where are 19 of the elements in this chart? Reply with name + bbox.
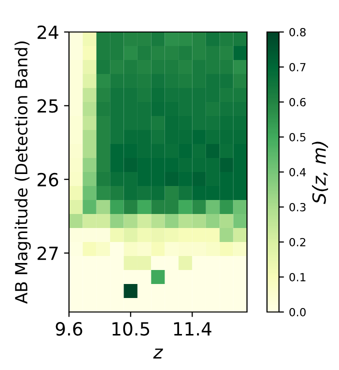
color-bar-title: S(z, m) — [312, 142, 328, 204]
color-bar-label: 0.5 — [289, 132, 306, 142]
color-bar-label: 0.2 — [289, 238, 306, 246]
color-bar-label: 0.3 — [289, 202, 306, 212]
x-tick-label: 9.6 — [56, 322, 82, 336]
color-bar-label: 0.1 — [289, 272, 306, 282]
color-bar-label: 0.0 — [289, 308, 306, 316]
y-tick-label: 24 — [38, 25, 58, 39]
x-tick-label: 10.5 — [112, 322, 150, 336]
color-bar-label: 0.6 — [289, 98, 306, 106]
y-tick-label: 26 — [38, 172, 58, 186]
y-axis-title: AB Magnitude (Detection Band) — [14, 42, 31, 304]
y-tick-label: 27 — [38, 246, 58, 260]
color-bar-label: 0.8 — [289, 28, 306, 36]
y-tick-label: 25 — [38, 99, 58, 113]
x-axis-title: z — [153, 348, 164, 358]
color-bar-label: 0.4 — [289, 168, 306, 176]
x-tick-label: 11.4 — [174, 322, 212, 336]
color-bar-label: 0.7 — [289, 62, 306, 72]
